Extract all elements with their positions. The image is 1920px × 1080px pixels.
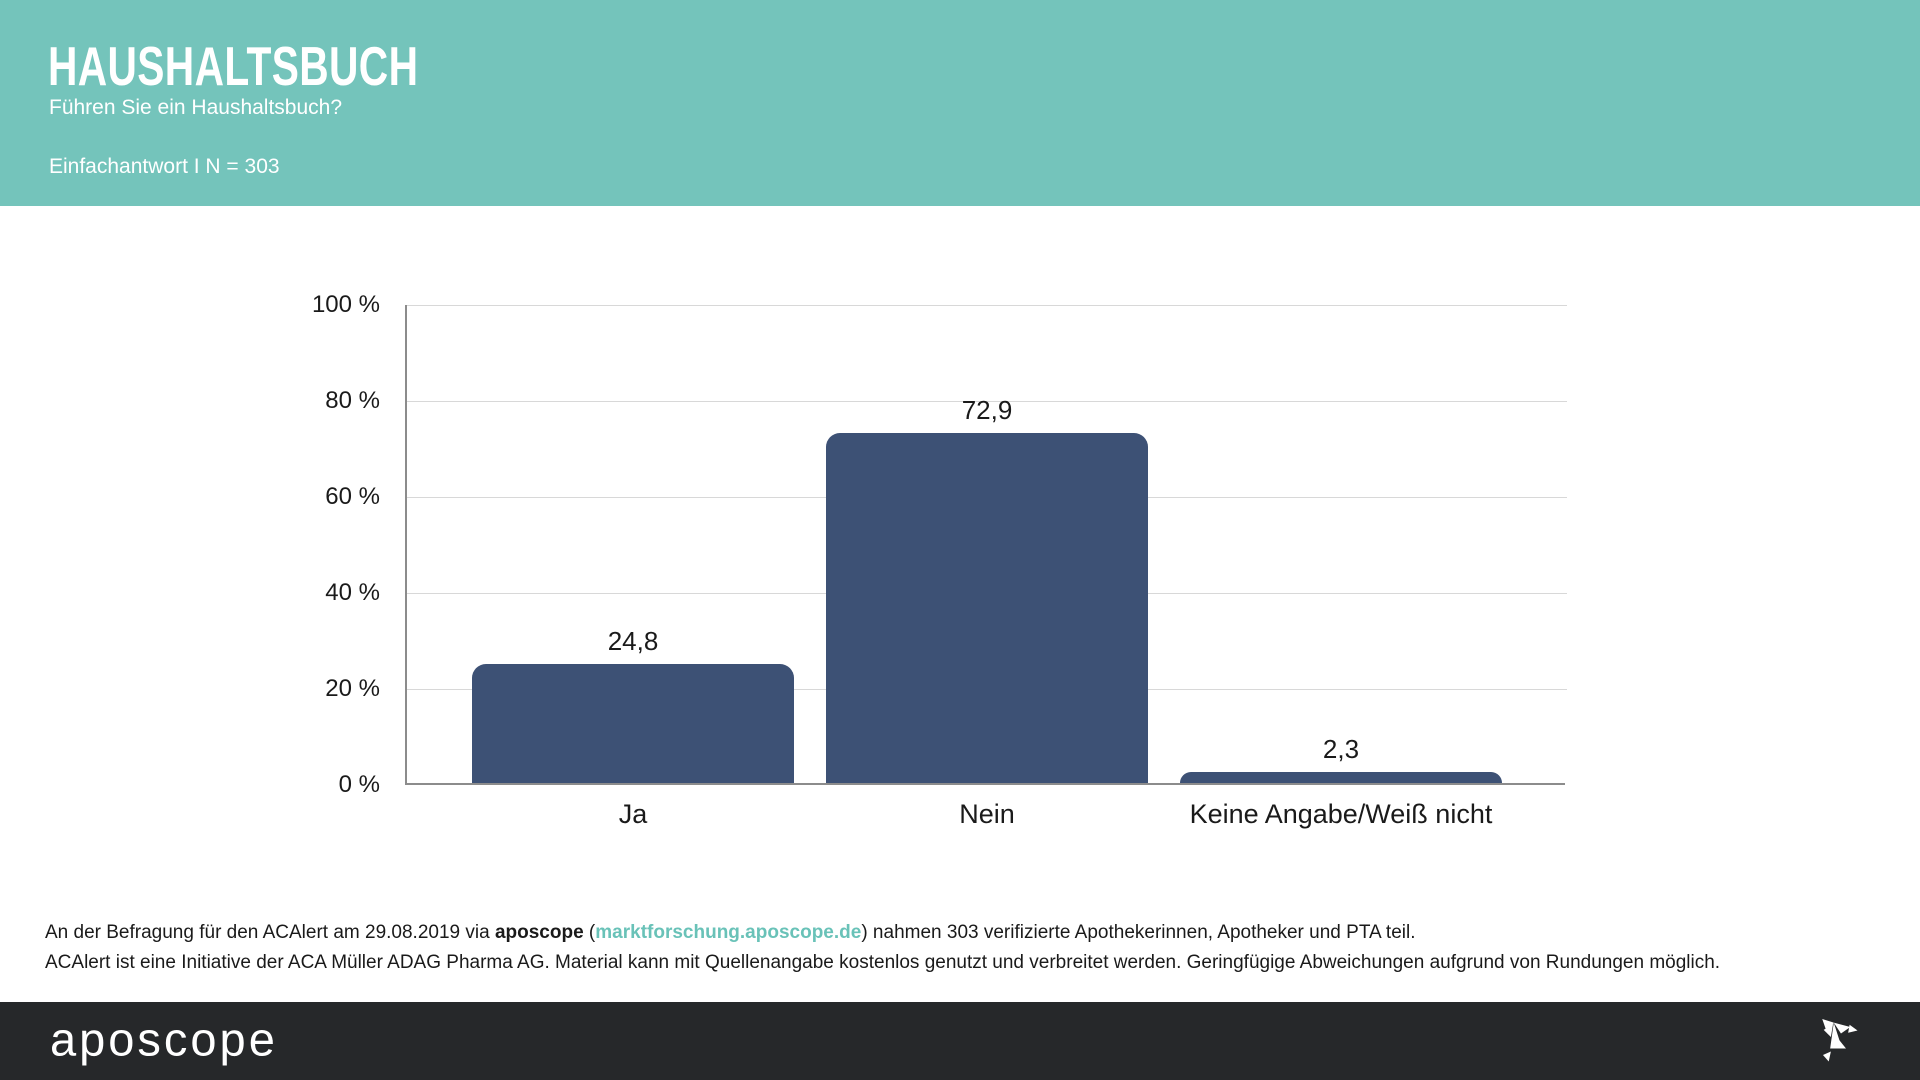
bar-Keine Angabe/Weiß nicht — [1180, 772, 1502, 783]
footer-bar: aposcope — [0, 1002, 1920, 1080]
footnote-line-2: ACAlert ist eine Initiative der ACA Müll… — [45, 952, 1721, 973]
footnote-text-segment: An der Befragung für den ACAlert am 29.0… — [45, 922, 495, 943]
origami-bird-icon — [1822, 1019, 1858, 1062]
bar-value-label: 2,3 — [1322, 734, 1360, 764]
sample-info: Einfachantwort I N = 303 — [49, 155, 280, 178]
gridline — [407, 401, 1567, 402]
y-tick-label: 40 % — [325, 579, 380, 606]
brand-text: aposcope — [494, 922, 584, 943]
footnote-line-1: An der Befragung für den ACAlert am 29.0… — [45, 918, 1720, 948]
footnote-text-segment: ( — [583, 922, 596, 943]
y-axis-labels: 100 % 80 % 60 % 40 % 20 % 0 % — [180, 291, 380, 798]
y-tick-label: 0 % — [338, 771, 380, 798]
gridline — [407, 305, 1567, 306]
bar-value-label: 24,8 — [607, 626, 659, 656]
category-label: Nein — [959, 799, 1015, 829]
bar-Ja — [472, 664, 794, 783]
footnote-text-segment: ) nahmen 303 verifizierte Apothekerinnen… — [861, 922, 1416, 943]
footnote: An der Befragung für den ACAlert am 29.0… — [45, 918, 1720, 978]
question-subtitle: Führen Sie ein Haushaltsbuch? — [49, 96, 343, 119]
y-tick-label: 60 % — [325, 483, 380, 510]
y-tick-label: 100 % — [311, 291, 380, 318]
bar-Nein — [826, 433, 1148, 783]
category-label: Keine Angabe/Weiß nicht — [1189, 799, 1493, 829]
aposcope-logo: aposcope — [50, 1012, 278, 1066]
y-tick-label: 20 % — [325, 675, 380, 702]
category-label: Ja — [618, 799, 648, 829]
plot-area: 24,8 Ja 72,9 Nein 2,3 Keine Angabe/Weiß nicht — [405, 305, 1567, 829]
header: HAUSHALTSBUCH Führen Sie ein Haushaltsbu… — [0, 0, 1920, 206]
y-tick-label: 80 % — [325, 387, 380, 414]
aposcope-link[interactable]: marktforschung.aposcope.de — [595, 922, 862, 943]
page-title: HAUSHALTSBUCH — [48, 35, 419, 97]
bar-value-label: 72,9 — [961, 395, 1013, 425]
